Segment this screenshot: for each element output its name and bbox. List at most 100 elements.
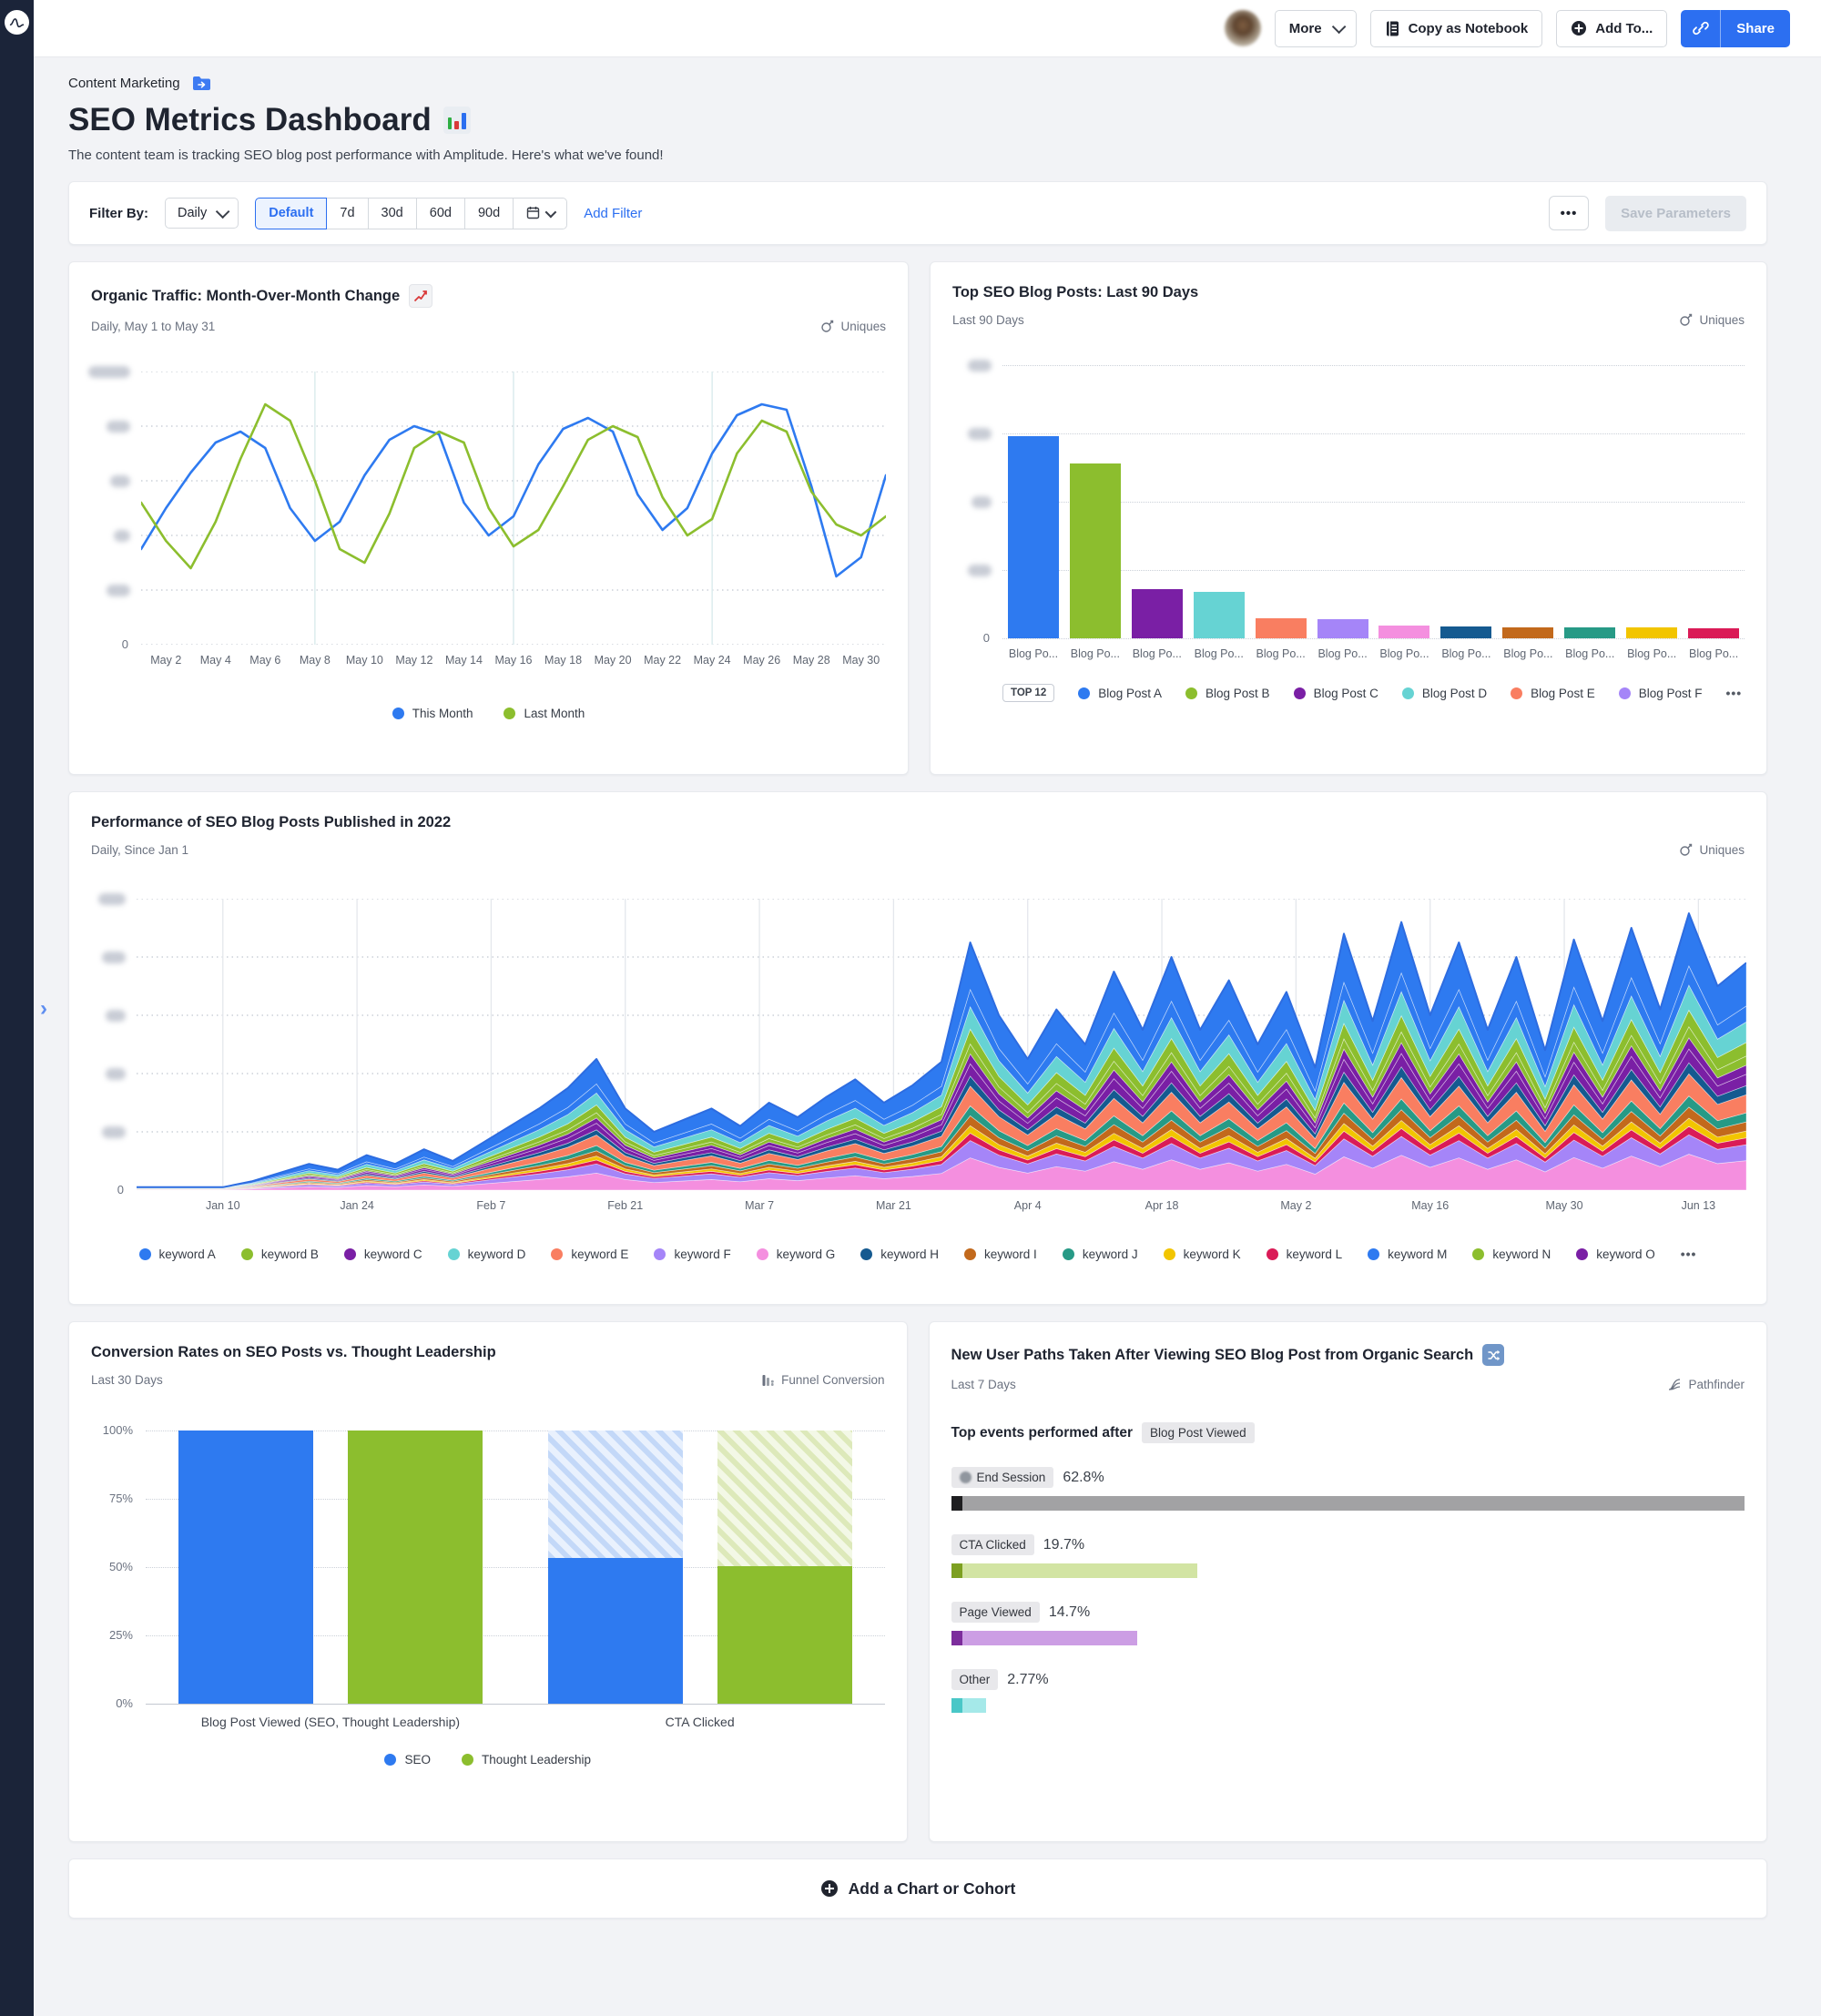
event-badge[interactable]: CTA Clicked [951,1534,1034,1555]
redacted-axis-label [102,1126,126,1138]
redacted-axis-label [106,1010,126,1022]
more-button[interactable]: More [1274,9,1357,47]
legend-label: This Month [412,707,473,720]
chart-title[interactable]: Top SEO Blog Posts: Last 90 Days [952,284,1199,300]
funnel-bar[interactable] [347,1431,483,1704]
legend-item[interactable]: keyword C [343,1247,422,1261]
legend-item[interactable]: Blog Post E [1511,687,1595,700]
legend-item[interactable]: keyword L [1266,1247,1342,1261]
bar[interactable] [1564,627,1616,638]
uniques-icon [821,320,834,332]
legend-color-dot [1576,1247,1589,1260]
chart-title[interactable]: New User Paths Taken After Viewing SEO B… [951,1346,1474,1363]
bar[interactable] [1502,627,1554,638]
x-axis-labels: Jan 10 Jan 24 Feb 7 Feb 21 Mar 7 Mar 21 Apr 4 A… [137,1199,1745,1219]
legend-item[interactable]: Blog Post B [1185,687,1270,700]
axis-label-zero: 0 [117,1183,124,1196]
redacted-axis-label [968,428,992,440]
stacked-area-plot[interactable] [137,899,1746,1190]
share-button-group[interactable]: Share [1681,9,1790,47]
legend-item[interactable]: This Month [392,707,473,720]
pathfinder-intro-label: Top events performed after [951,1424,1134,1441]
amplitude-logo-icon[interactable] [5,10,29,35]
interval-dropdown[interactable]: Daily [165,198,239,229]
legend-item[interactable]: Blog Post F [1618,687,1702,700]
path-bar-cap [951,1496,962,1511]
legend-item[interactable]: Blog Post D [1401,687,1487,700]
legend-item[interactable]: keyword D [447,1247,525,1261]
legend-item[interactable]: keyword H [860,1247,939,1261]
legend-item[interactable]: keyword J [1062,1247,1138,1261]
expand-sidebar-chevron-icon[interactable]: › [40,996,47,1021]
legend-item[interactable]: keyword K [1163,1247,1241,1261]
legend-color-dot [138,1247,151,1260]
legend-item[interactable]: keyword A [138,1247,216,1261]
bar[interactable] [1255,617,1307,638]
copy-as-notebook-button[interactable]: Copy as Notebook [1369,9,1543,47]
add-to-button[interactable]: Add To... [1556,9,1668,47]
event-badge[interactable]: Other [951,1669,999,1690]
funnel-bar[interactable] [547,1431,683,1704]
range-segment-30d[interactable]: 30d [367,197,417,229]
redacted-axis-label [107,421,130,433]
save-parameters-button[interactable]: Save Parameters [1605,195,1746,231]
funnel-chart-plot[interactable] [146,1431,885,1705]
legend-label: Blog Post C [1313,686,1378,700]
filter-more-button[interactable]: ••• [1549,196,1590,230]
legend-item[interactable]: keyword O [1576,1247,1655,1261]
breadcrumb[interactable]: Content Marketing [68,76,211,91]
start-event-badge[interactable]: Blog Post Viewed [1142,1422,1255,1443]
chevron-down-icon [216,204,230,219]
bar[interactable] [1688,627,1740,638]
legend-color-dot [384,1754,397,1766]
range-segment-90d[interactable]: 90d [463,197,514,229]
bar[interactable] [1440,626,1492,638]
bar[interactable] [1069,463,1121,638]
range-segment-60d[interactable]: 60d [415,197,465,229]
event-badge[interactable]: End Session [951,1467,1054,1488]
legend-item[interactable]: keyword G [756,1247,835,1261]
bar[interactable] [1378,625,1430,638]
legend-item[interactable]: Blog Post A [1078,687,1162,700]
bar[interactable] [1193,592,1245,638]
legend-item[interactable]: keyword M [1368,1247,1447,1261]
legend-item[interactable]: keyword B [240,1247,319,1261]
legend-item[interactable]: keyword F [654,1247,731,1261]
legend-item[interactable]: Blog Post C [1293,686,1378,700]
funnel-bar[interactable] [178,1431,313,1704]
bar-slot [1559,365,1621,638]
gridline [1002,502,1745,503]
legend-item[interactable]: Thought Leadership [461,1753,591,1767]
user-avatar[interactable] [1224,10,1261,46]
share-button[interactable]: Share [1721,9,1790,47]
pathfinder-card: New User Paths Taken After Viewing SEO B… [928,1321,1767,1842]
date-range-picker[interactable] [513,197,568,229]
x-tick-label: May 2 [150,654,182,667]
add-filter-link[interactable]: Add Filter [584,205,643,221]
copy-link-button[interactable] [1681,9,1722,47]
bar[interactable] [1131,589,1183,638]
legend-item[interactable]: keyword I [964,1247,1037,1261]
legend-overflow-button[interactable]: ••• [1680,1247,1697,1261]
legend-item[interactable]: keyword N [1472,1247,1551,1261]
chart-title[interactable]: Conversion Rates on SEO Posts vs. Though… [91,1344,496,1360]
add-chart-or-cohort-button[interactable]: Add a Chart or Cohort [68,1858,1767,1919]
legend-label: keyword A [158,1247,216,1261]
bar[interactable] [1626,627,1678,638]
legend-item[interactable]: SEO [384,1753,431,1767]
bar[interactable] [1317,619,1368,638]
bar-chart-plot[interactable] [1002,365,1745,639]
bar[interactable] [1007,436,1059,638]
legend-overflow-button[interactable]: ••• [1725,686,1743,700]
keyword-performance-card: Performance of SEO Blog Posts Published … [68,791,1767,1305]
event-badge[interactable]: Page Viewed [951,1602,1040,1623]
legend-item[interactable]: keyword E [551,1247,628,1261]
folder-move-icon [192,76,210,90]
range-segment-default[interactable]: Default [255,197,328,229]
legend-item[interactable]: Last Month [504,707,585,720]
line-chart-plot[interactable] [141,372,886,645]
funnel-bar[interactable] [717,1431,852,1704]
chart-title[interactable]: Organic Traffic: Month-Over-Month Change [91,287,401,304]
range-segment-7d[interactable]: 7d [326,197,369,229]
chart-title[interactable]: Performance of SEO Blog Posts Published … [91,814,452,830]
